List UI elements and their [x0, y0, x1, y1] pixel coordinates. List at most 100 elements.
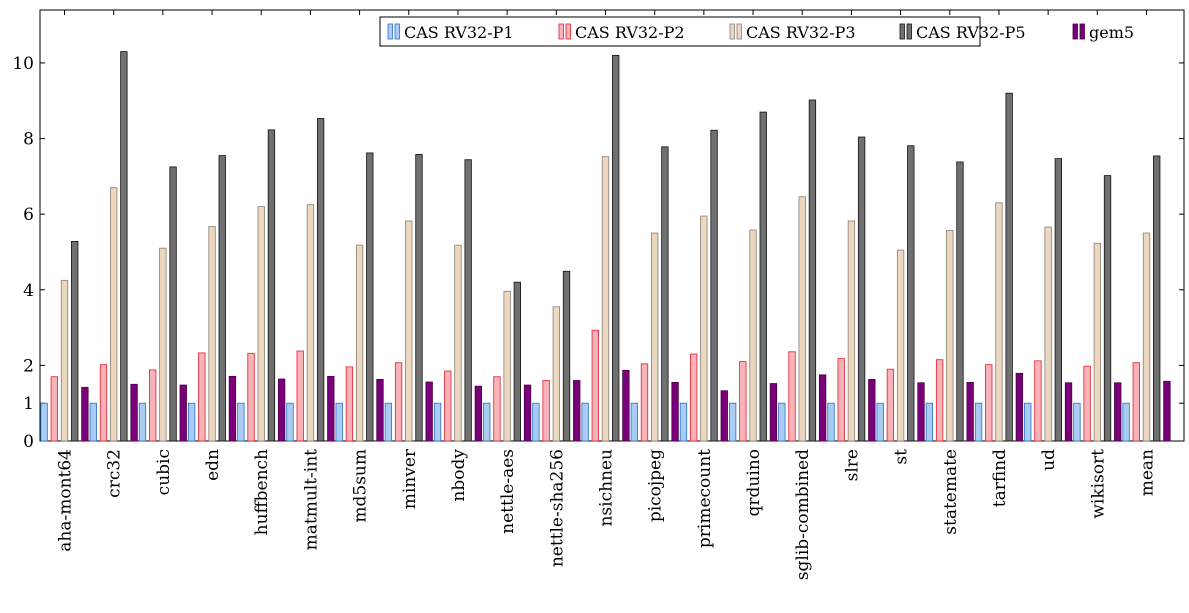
bar-cas-rv32-p3 — [355, 244, 364, 442]
bar-cas-rv32-p5 — [366, 152, 374, 442]
x-tick-label: minver — [400, 448, 420, 509]
bar-cas-rv32-p2 — [493, 376, 501, 442]
bar-gem5 — [1114, 382, 1122, 442]
bar-gem5 — [671, 381, 679, 442]
bar-gem5 — [376, 378, 384, 442]
bar-cas-rv32-p2 — [837, 358, 845, 442]
bar-gem5 — [130, 383, 138, 442]
bar-cas-rv32-p1 — [581, 402, 589, 442]
bar-cas-rv32-p3 — [110, 187, 118, 442]
bar-cas-rv32-p3 — [995, 202, 1003, 442]
y-tick-label: 2 — [23, 356, 34, 376]
x-tick-label: crc32 — [105, 449, 125, 498]
bar-gem5 — [277, 378, 286, 442]
x-tick-label: statemate — [941, 449, 961, 535]
bar-gem5 — [523, 384, 532, 442]
legend-label: CAS RV32-P3 — [746, 23, 856, 42]
bar-cas-rv32-p2 — [591, 329, 599, 442]
bar-cas-rv32-p5 — [218, 155, 226, 442]
bar-cas-rv32-p2 — [394, 362, 403, 442]
bar-cas-rv32-p1 — [89, 402, 97, 442]
x-tick-label: nettle-aes — [498, 449, 518, 534]
legend: CAS RV32-P1 CAS RV32-P2 CAS RV32-P3 CAS RV3… — [379, 16, 1134, 47]
bar-cas-rv32-p3 — [798, 196, 806, 442]
y-tick-label: 6 — [23, 205, 34, 225]
bar-cas-rv32-p1 — [433, 402, 442, 442]
bar-gem5 — [966, 381, 974, 442]
bar-cas-rv32-p2 — [690, 353, 698, 442]
bar-cas-rv32-p1 — [974, 402, 983, 442]
bar-gem5 — [622, 369, 630, 442]
bar-cas-rv32-p2 — [1132, 362, 1140, 442]
legend-swatch — [565, 23, 571, 40]
bar-cas-rv32-p3 — [552, 306, 560, 442]
y-axis: 0 1 2 4 6 8 10 — [12, 54, 1184, 452]
legend-label: gem5 — [1089, 23, 1134, 42]
bar-cas-rv32-p1 — [286, 402, 294, 442]
x-tick-label: md5sum — [351, 449, 371, 523]
bar-cas-rv32-p1 — [778, 402, 786, 442]
bar-cas-rv32-p5 — [710, 129, 718, 442]
bar-cas-rv32-p5 — [857, 136, 866, 442]
bar-cas-rv32-p3 — [1044, 226, 1052, 442]
bar-cas-rv32-p1 — [483, 402, 491, 442]
x-tick-label: primecount — [695, 449, 715, 548]
bar-cas-rv32-p2 — [886, 368, 895, 442]
x-tick-label: qrduino — [744, 449, 764, 516]
bar-cas-rv32-p2 — [640, 363, 649, 442]
bar-gem5 — [1163, 380, 1171, 442]
x-tick-label: sglib-combined — [793, 449, 813, 580]
bar-gem5 — [474, 385, 483, 442]
bar-cas-rv32-p2 — [788, 351, 796, 442]
legend-label: CAS RV32-P2 — [575, 23, 685, 42]
legend-label: CAS RV32-P5 — [916, 23, 1026, 42]
bar-cas-rv32-p3 — [208, 226, 216, 442]
bar-gem5 — [179, 384, 187, 442]
legend-swatch — [906, 23, 912, 40]
bar-cas-rv32-p5 — [1054, 158, 1062, 442]
bar-cas-rv32-p3 — [700, 215, 708, 442]
bar-gem5 — [917, 382, 925, 442]
bar-cas-rv32-p1 — [40, 402, 48, 442]
bar-gem5 — [818, 374, 827, 442]
bar-cas-rv32-p5 — [612, 54, 620, 442]
bar-cas-rv32-p5 — [464, 159, 472, 442]
bar-gem5 — [868, 378, 876, 442]
bar-gem5 — [81, 386, 89, 442]
bar-cas-rv32-p5 — [1103, 175, 1112, 442]
bar-cas-rv32-p2 — [542, 380, 550, 442]
bar-gem5 — [1015, 372, 1024, 442]
legend-box — [379, 16, 981, 47]
bar-cas-rv32-p3 — [1142, 232, 1151, 442]
y-tick-label: 8 — [23, 130, 34, 150]
bar-cas-rv32-p5 — [316, 118, 325, 442]
bar-cas-rv32-p1 — [187, 402, 196, 442]
bar-cas-rv32-p1 — [1024, 402, 1032, 442]
x-tick-label: huffbench — [252, 449, 272, 535]
x-tick-label: ud — [1039, 449, 1059, 471]
legend-label: CAS RV32-P1 — [404, 23, 514, 42]
bar-cas-rv32-p2 — [444, 370, 452, 442]
bar-cas-rv32-p5 — [513, 281, 521, 442]
bar-cas-rv32-p2 — [985, 364, 993, 442]
bar-cas-rv32-p3 — [847, 220, 856, 442]
bar-cas-rv32-p3 — [749, 229, 757, 442]
x-tick-label: picojpeg — [646, 449, 666, 522]
bar-cas-rv32-p1 — [925, 402, 934, 442]
bar-cas-rv32-p1 — [138, 402, 147, 442]
x-tick-label: tarfind — [990, 449, 1010, 507]
bar-cas-rv32-p5 — [1005, 92, 1013, 442]
legend-swatch — [387, 23, 393, 40]
x-tick-label: nsichneu — [597, 449, 617, 527]
bar-gem5 — [1064, 382, 1073, 442]
bar-gem5 — [228, 375, 237, 442]
bar-cas-rv32-p5 — [267, 129, 276, 442]
bar-cas-rv32-p2 — [247, 352, 255, 442]
legend-swatch — [899, 23, 905, 40]
bar-gem5 — [425, 381, 433, 442]
bar-cas-rv32-p5 — [808, 99, 817, 442]
bar-cas-rv32-p1 — [876, 402, 884, 442]
bar-cas-rv32-p2 — [935, 359, 944, 442]
bar-cas-rv32-p1 — [827, 402, 835, 442]
bar-cas-rv32-p2 — [1083, 365, 1091, 442]
